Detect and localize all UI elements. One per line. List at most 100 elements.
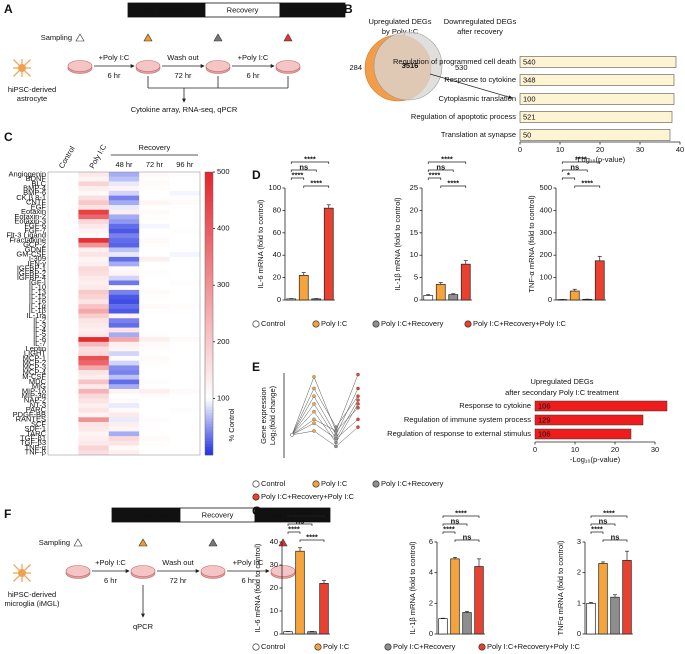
heatmap-cell <box>48 337 79 342</box>
row-label: CNTF <box>26 198 46 207</box>
panel-letter: G <box>252 504 261 518</box>
heatmap-cell <box>48 355 79 361</box>
colorbar-step <box>205 319 213 323</box>
heatmap-cell <box>48 384 79 390</box>
heatmap-cell <box>139 233 170 239</box>
legend-marker <box>464 320 472 328</box>
heatmap-cell <box>48 294 79 300</box>
y-tick-label: 5 <box>414 273 418 282</box>
heatmap-cell <box>108 322 140 328</box>
heatmap-cell <box>139 318 170 324</box>
legend-marker <box>252 493 260 501</box>
heatmap-cell <box>169 450 201 456</box>
significance-bracket <box>287 531 301 534</box>
column-label: 72 hr <box>146 160 164 169</box>
heatmap-cell <box>139 322 170 328</box>
bar <box>435 283 446 301</box>
row-label: IL-7 <box>33 339 46 348</box>
heatmap-cell <box>139 294 170 300</box>
heatmap-cell <box>169 219 201 225</box>
heatmap-cell <box>108 271 140 276</box>
row-label: GM-CSF <box>16 250 46 259</box>
panel-letter: D <box>252 168 261 182</box>
heatmap-cell <box>78 219 109 225</box>
heatmap-cell <box>139 247 170 253</box>
heatmap-cell <box>169 271 201 276</box>
dish <box>200 565 226 577</box>
heatmap-cell <box>78 233 109 239</box>
heatmap-cell <box>48 304 79 309</box>
heatmap-cell <box>108 228 140 234</box>
row-label: MIG <box>32 382 46 391</box>
bar <box>610 596 620 635</box>
heatmap-cell <box>78 266 109 272</box>
colorbar-step <box>205 256 213 261</box>
significance-label: **** <box>304 154 316 163</box>
heatmap-cell <box>139 403 170 409</box>
heatmap-cell <box>78 172 109 177</box>
x-tick-label: 30 <box>651 445 659 454</box>
significance-label: ns <box>296 516 305 525</box>
colorbar-step <box>205 214 213 218</box>
heatmap-cell <box>78 228 109 234</box>
heatmap-cell <box>139 285 170 291</box>
venn-title: Downregulated DEGs <box>444 17 517 26</box>
colorbar-step <box>205 384 213 388</box>
colorbar-step <box>205 389 213 394</box>
legend-marker <box>372 480 380 488</box>
significance-label: **** <box>591 524 603 533</box>
heatmap-cell <box>139 436 170 442</box>
significance-label: **** <box>581 178 593 187</box>
x-tick-label: 40 <box>676 145 684 154</box>
category-label: Response to cytokine <box>459 401 531 410</box>
heatmap-cell <box>108 450 140 456</box>
heatmap-cell <box>139 242 170 248</box>
y-tick-label: 4 <box>429 568 433 577</box>
sampling-label: Sampling <box>39 538 70 547</box>
x-tick-label: 20 <box>596 145 604 154</box>
heatmap-cell <box>169 238 201 243</box>
error-bar <box>438 282 443 285</box>
row-label: NT-3 <box>30 400 46 409</box>
heatmap-cell <box>48 379 79 385</box>
heatmap-cell <box>48 266 79 272</box>
heatmap-cell <box>139 228 170 234</box>
heatmap-cell <box>108 313 140 319</box>
heatmap-cell <box>169 181 201 187</box>
significance-label: **** <box>575 154 587 163</box>
row-label: TGF-β3 <box>20 438 46 447</box>
heatmap-cell <box>139 256 170 262</box>
column-label: Control <box>57 144 77 170</box>
count-label: 521 <box>523 112 536 121</box>
gene-point <box>356 394 360 398</box>
heatmap-cell <box>108 384 140 390</box>
row-label: Eotaxin <box>21 207 46 216</box>
error-bar <box>451 293 456 295</box>
y-axis-label: TNF-α mRNA (fold to control) <box>527 195 536 293</box>
heatmap-cell <box>78 186 109 192</box>
heatmap-cell <box>48 186 79 192</box>
heatmap-cell <box>139 327 170 333</box>
heatmap-cell <box>169 379 201 385</box>
count-label: 106 <box>538 429 551 438</box>
heatmap-cell <box>78 176 109 182</box>
heatmap-cell <box>169 384 201 390</box>
dish <box>275 60 301 72</box>
legend-label: Control <box>261 319 286 328</box>
significance-bracket <box>574 185 601 188</box>
row-label: IGF-I <box>29 278 46 287</box>
heatmap-cell <box>78 271 109 276</box>
colorbar-step <box>205 248 213 252</box>
panel-letter: F <box>4 507 11 521</box>
heatmap-cell <box>139 393 170 399</box>
row-label: PDGF-BB <box>13 410 46 419</box>
heatmap-cell <box>108 214 140 220</box>
heatmap-cell <box>48 445 79 451</box>
row-label: IL-3 <box>33 320 46 329</box>
colorbar-step <box>205 220 213 224</box>
colorbar-step <box>205 449 213 453</box>
significance-bracket <box>442 523 468 526</box>
category-label: Regulation of programmed cell death <box>393 57 516 66</box>
heatmap-cell <box>48 223 79 229</box>
heatmap-cell <box>108 407 140 413</box>
